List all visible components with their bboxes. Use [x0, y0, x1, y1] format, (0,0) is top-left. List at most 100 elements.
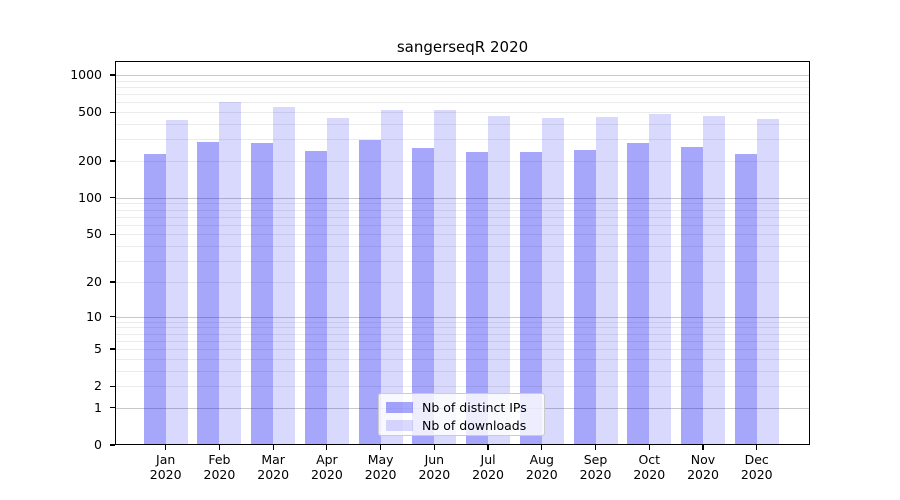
x-axis-year-label: 2020 [418, 467, 451, 482]
x-axis-tick-mark [326, 445, 328, 450]
x-axis-tick-label: Aug 2020 [510, 452, 574, 482]
y-axis-tick-mark [110, 407, 115, 409]
x-axis-year-label: 2020 [633, 467, 666, 482]
bar-distinct-ips [734, 153, 757, 445]
y-axis-tick-mark [110, 281, 115, 283]
bar-downloads [219, 102, 242, 445]
x-axis-year-label: 2020 [525, 467, 558, 482]
x-axis-tick-label: Oct 2020 [617, 452, 681, 482]
gridline-minor [115, 216, 810, 218]
bar-distinct-ips [304, 150, 327, 445]
gridline-minor [115, 246, 810, 248]
x-axis-year-label: 2020 [740, 467, 773, 482]
x-axis-month-label: Jul [480, 452, 496, 467]
x-axis-year-label: 2020 [149, 467, 182, 482]
bar-downloads [756, 119, 779, 445]
y-axis-tick-label: 5 [94, 341, 102, 357]
x-axis-year-label: 2020 [687, 467, 719, 482]
bar-distinct-ips [197, 141, 220, 445]
gridline-major [115, 234, 810, 236]
gridline-major [115, 316, 810, 318]
gridline-minor [115, 321, 810, 323]
gridline-major [115, 349, 810, 351]
y-axis-tick-mark [110, 385, 115, 387]
gridline-minor [115, 340, 810, 342]
gridline-minor [115, 94, 810, 96]
x-axis-tick-mark [702, 445, 704, 450]
x-axis-month-label: Sep [583, 452, 608, 467]
x-axis-tick-mark [541, 445, 543, 450]
y-axis-tick-label: 2 [94, 378, 102, 394]
x-axis-tick-label: Feb 2020 [187, 452, 251, 482]
legend-label: Nb of distinct IPs [422, 399, 527, 415]
bar-downloads [649, 113, 672, 445]
x-axis-month-label: Mar [261, 452, 285, 467]
gridline-minor [115, 370, 810, 372]
x-axis-year-label: 2020 [364, 467, 397, 482]
y-axis-tick-mark [110, 74, 115, 76]
y-axis-tick-mark [110, 233, 115, 236]
gridline-minor [115, 261, 810, 263]
gridline-major [115, 386, 810, 388]
gridline-major [115, 197, 810, 199]
bar-downloads [488, 115, 511, 445]
x-axis-tick-mark [218, 445, 221, 450]
x-axis-year-label: 2020 [203, 467, 236, 482]
gridline-minor [115, 333, 810, 335]
gridline-minor [115, 358, 810, 360]
bar-distinct-ips [251, 143, 274, 445]
y-axis-tick-mark [110, 111, 115, 113]
x-axis-tick-mark [433, 445, 435, 450]
plot-area [115, 61, 810, 445]
x-axis-month-label: Apr [316, 452, 338, 467]
y-axis-tick-label: 20 [86, 273, 102, 289]
x-axis-tick-mark [648, 445, 650, 450]
bar-distinct-ips [466, 152, 489, 445]
gridline-major [115, 112, 810, 114]
gridline-minor [115, 102, 810, 104]
x-axis-month-label: Aug [529, 452, 554, 467]
x-axis-month-label: Jun [424, 452, 445, 467]
bar-downloads [541, 118, 564, 445]
x-axis-tick-label: May 2020 [349, 452, 413, 482]
y-axis-tick-mark [110, 197, 115, 199]
bar-downloads [326, 117, 349, 445]
x-axis-tick-mark [756, 445, 758, 450]
bar-distinct-ips [573, 149, 596, 445]
bar-distinct-ips [627, 143, 650, 445]
y-axis-tick-label: 500 [78, 104, 102, 120]
y-axis-tick-label: 10 [86, 308, 102, 324]
x-axis-month-label: Dec [744, 452, 769, 467]
bar-downloads [595, 117, 618, 445]
x-axis-tick-mark [165, 445, 167, 450]
legend-label: Nb of downloads [422, 417, 527, 433]
gridline-minor [115, 327, 810, 329]
gridline-minor [115, 124, 810, 126]
y-axis-tick-mark [110, 315, 115, 318]
chart-title: sangerseqR 2020 [396, 38, 529, 56]
y-axis-tick-label: 50 [86, 226, 102, 242]
bar-distinct-ips [358, 139, 381, 445]
x-axis-year-label: 2020 [472, 467, 504, 482]
y-axis-tick-mark [110, 160, 115, 162]
x-axis-tick-label: Jul 2020 [456, 452, 520, 482]
x-axis-year-label: 2020 [310, 467, 343, 482]
bar-distinct-ips [412, 148, 435, 445]
bar-distinct-ips [519, 152, 542, 445]
legend-item: Nb of downloads [386, 416, 538, 434]
x-axis-month-label: Oct [638, 452, 661, 467]
gridline-minor [115, 139, 810, 141]
x-axis-tick-label: Dec 2020 [725, 452, 789, 482]
x-axis-tick-mark [272, 445, 274, 450]
y-axis-tick-mark [110, 348, 115, 350]
bar-downloads [703, 116, 725, 445]
x-axis-tick-label: Mar 2020 [241, 452, 305, 482]
x-axis-month-label: Nov [690, 452, 716, 467]
y-axis-tick-label: 100 [78, 189, 102, 205]
x-axis-month-label: May [367, 452, 394, 467]
y-axis-tick-label: 200 [78, 153, 102, 168]
bar-distinct-ips [681, 147, 703, 445]
gridline-minor [115, 209, 810, 211]
legend-item: Nb of distinct IPs [386, 398, 538, 416]
